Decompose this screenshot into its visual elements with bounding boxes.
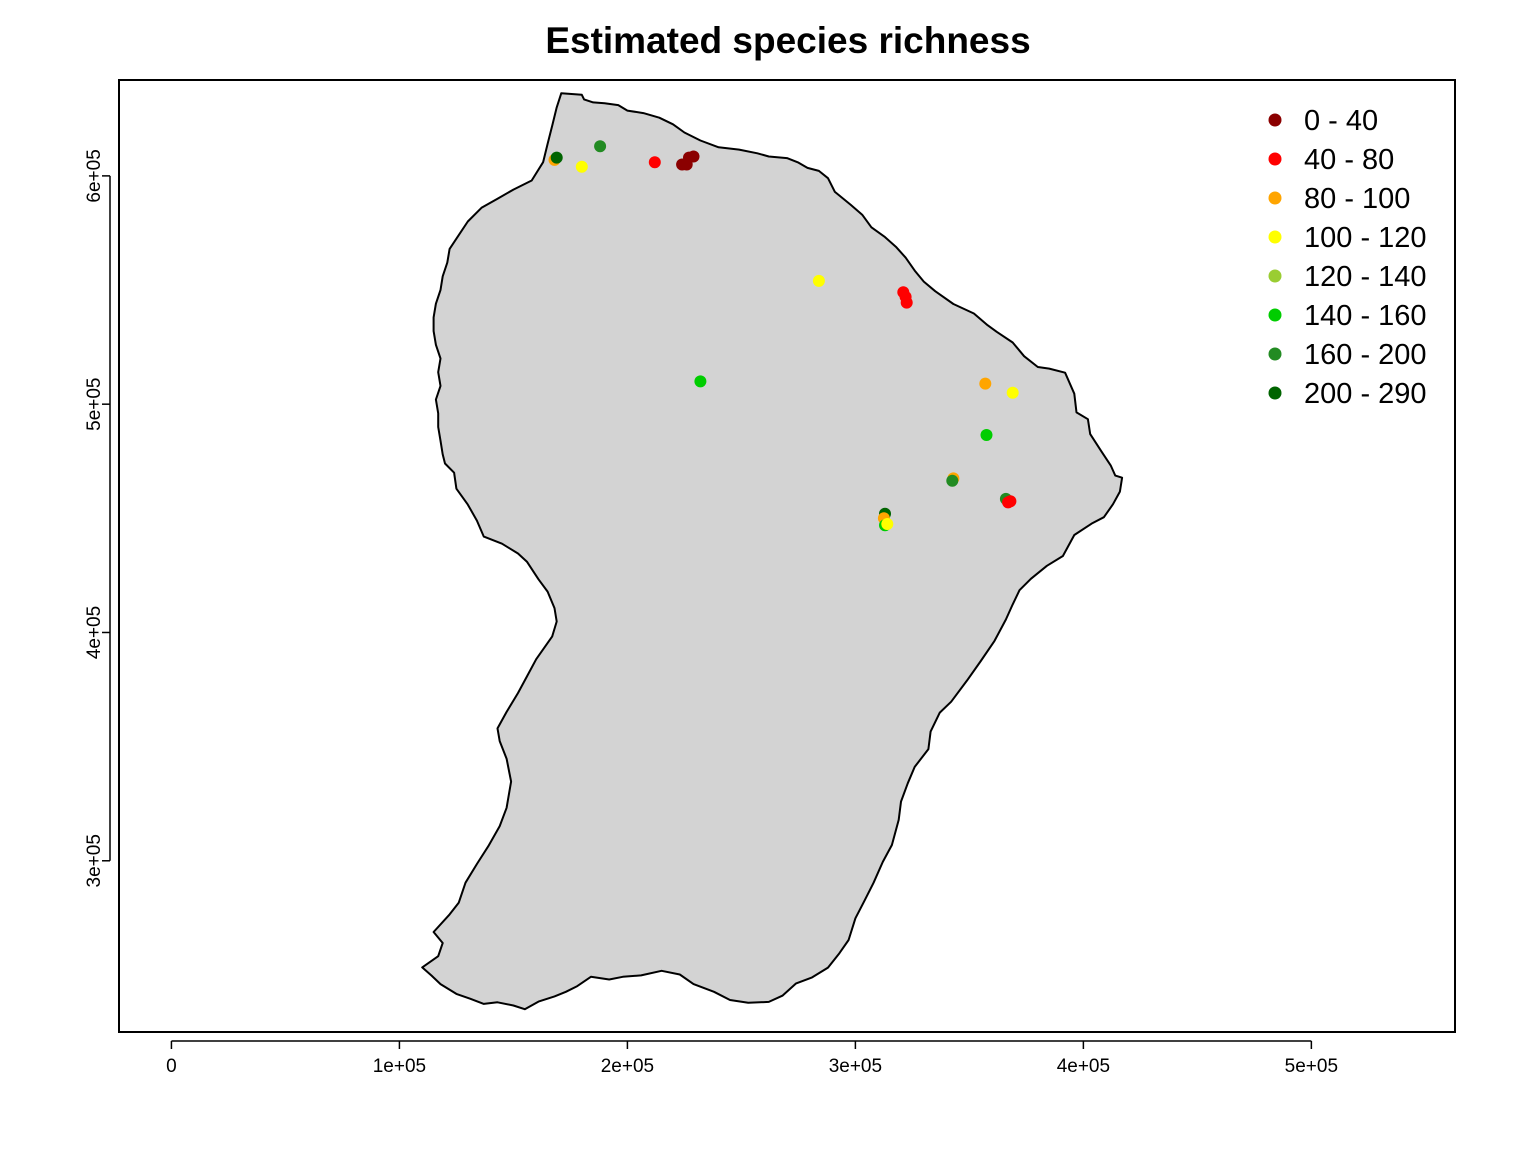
- legend: 0 - 40 40 - 80 80 - 100 100 - 120 120 - 140 1…: [1268, 105, 1427, 410]
- y-axis: 3e+05 4e+05 5e+05 6e+05: [84, 149, 111, 887]
- y-tick-label: 5e+05: [84, 377, 105, 430]
- legend-swatch: [1268, 308, 1282, 322]
- x-tick-label: 0: [166, 1056, 177, 1077]
- legend-label: 0 - 40: [1304, 105, 1378, 137]
- legend-swatch: [1268, 113, 1282, 127]
- richness-point: [979, 377, 992, 390]
- richness-point: [1006, 386, 1019, 399]
- x-tick-label: 3e+05: [829, 1056, 882, 1077]
- richness-point: [594, 140, 607, 153]
- legend-label: 40 - 80: [1304, 144, 1394, 176]
- legend-label: 140 - 160: [1304, 300, 1427, 332]
- richness-point: [881, 518, 894, 530]
- legend-swatch: [1268, 230, 1282, 244]
- legend-label: 160 - 200: [1304, 339, 1427, 371]
- richness-point: [812, 274, 825, 287]
- legend-label: 120 - 140: [1304, 261, 1427, 293]
- richness-point: [575, 160, 588, 173]
- legend-swatch: [1268, 347, 1282, 361]
- x-tick-label: 1e+05: [373, 1056, 426, 1077]
- richness-point: [1004, 495, 1017, 508]
- y-tick-label: 3e+05: [84, 834, 105, 887]
- legend-swatch: [1268, 152, 1282, 166]
- legend-label: 100 - 120: [1304, 222, 1427, 254]
- legend-swatch: [1268, 269, 1282, 283]
- points-layer: [548, 140, 1019, 532]
- legend-label: 200 - 290: [1304, 378, 1427, 410]
- land-polygon: [421, 92, 1124, 1011]
- x-tick-label: 5e+05: [1285, 1056, 1338, 1077]
- legend-swatch: [1268, 191, 1282, 205]
- x-axis: 0 1e+05 2e+05 3e+05 4e+05 5e+05: [166, 1040, 1338, 1077]
- richness-point: [694, 375, 707, 388]
- richness-point: [648, 156, 661, 169]
- legend-label: 80 - 100: [1304, 183, 1410, 215]
- x-tick-label: 2e+05: [601, 1056, 654, 1077]
- richness-point: [900, 296, 913, 309]
- legend-swatch: [1268, 386, 1282, 400]
- richness-point: [980, 429, 993, 441]
- land-layer: [421, 92, 1124, 1011]
- y-tick-label: 6e+05: [84, 149, 105, 202]
- map-title: Estimated species richness: [545, 20, 1030, 61]
- x-tick-label: 4e+05: [1057, 1056, 1110, 1077]
- richness-point: [687, 150, 700, 163]
- y-tick-label: 4e+05: [84, 606, 105, 659]
- richness-point: [946, 474, 959, 487]
- richness-point: [550, 151, 563, 164]
